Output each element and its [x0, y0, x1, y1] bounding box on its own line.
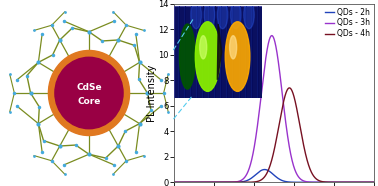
- QDs - 3h: [207, 181, 211, 183]
- QDs - 4h: [287, 87, 292, 89]
- QDs - 3h: [270, 34, 274, 37]
- QDs - 3h: [249, 162, 253, 164]
- Y-axis label: PL Intensity: PL Intensity: [147, 64, 157, 122]
- Line: QDs - 3h: QDs - 3h: [174, 36, 374, 182]
- QDs - 2h: [257, 170, 262, 173]
- QDs - 2h: [195, 181, 199, 183]
- Circle shape: [55, 57, 123, 129]
- QDs - 3h: [372, 181, 376, 183]
- Text: Core: Core: [77, 97, 101, 106]
- Line: QDs - 2h: QDs - 2h: [174, 169, 374, 182]
- QDs - 4h: [372, 181, 376, 183]
- Line: QDs - 4h: QDs - 4h: [174, 88, 374, 182]
- QDs - 3h: [195, 181, 199, 183]
- QDs - 2h: [347, 181, 351, 183]
- QDs - 2h: [368, 181, 373, 183]
- QDs - 4h: [207, 181, 211, 183]
- QDs - 2h: [249, 177, 253, 180]
- QDs - 2h: [262, 168, 267, 171]
- QDs - 3h: [368, 181, 373, 183]
- Legend: QDs - 2h, QDs - 3h, QDs - 4h: QDs - 2h, QDs - 3h, QDs - 4h: [324, 6, 372, 40]
- QDs - 3h: [257, 108, 262, 110]
- QDs - 4h: [172, 181, 177, 183]
- QDs - 4h: [257, 180, 262, 182]
- QDs - 4h: [347, 181, 351, 183]
- QDs - 3h: [347, 181, 351, 183]
- QDs - 4h: [195, 181, 199, 183]
- QDs - 4h: [249, 181, 253, 183]
- Circle shape: [48, 50, 130, 136]
- QDs - 2h: [172, 181, 177, 183]
- QDs - 4h: [368, 181, 373, 183]
- QDs - 2h: [207, 181, 211, 183]
- QDs - 3h: [172, 181, 177, 183]
- Text: CdSe: CdSe: [76, 83, 102, 92]
- QDs - 2h: [372, 181, 376, 183]
